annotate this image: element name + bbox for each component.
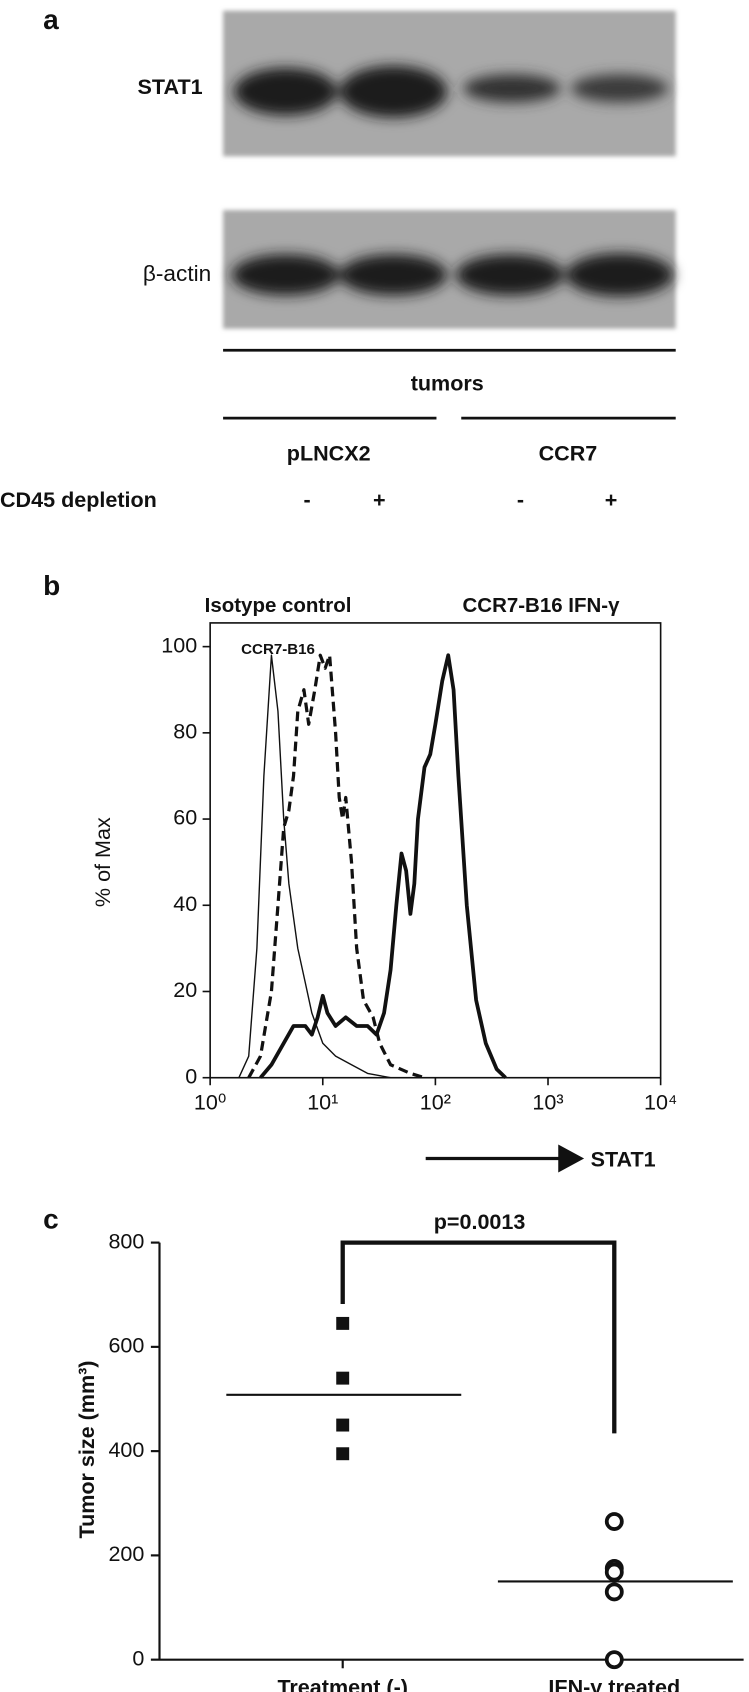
annotation: Isotype control [205,594,352,617]
data-point [336,1371,350,1385]
annotation: CCR7-B16 IFN-γ [463,594,621,617]
panel-label: c [43,1203,59,1234]
actin-bands [231,253,674,297]
y-tick-label: 60 [173,805,197,830]
histogram-line [259,653,507,1080]
data-point [604,1562,624,1582]
y-tick-label: 800 [108,1228,144,1253]
data-point [604,1512,624,1531]
stat1-bands [233,65,669,118]
x-axis-label: STAT1 [591,1146,656,1171]
y-tick-label: 0 [185,1063,197,1088]
y-tick-label: 0 [132,1645,144,1670]
data-point [604,1582,624,1602]
data-point [336,1418,350,1432]
y-tick-label: 40 [173,891,197,916]
condition-label: CD45 depletion [0,487,157,512]
y-tick-label: 100 [161,632,197,657]
y-tick-label: 600 [108,1333,144,1358]
condition: + [605,487,618,512]
x-tick-label: 10² [420,1089,451,1114]
x-tick-label: Treatment (-) [277,1674,408,1692]
x-tick-label: 10³ [532,1089,563,1114]
y-tick-label: 200 [108,1541,144,1566]
x-tick-label: 10⁰ [194,1089,227,1114]
subgroup-label: CCR7 [539,440,598,465]
significance-bracket [340,1240,617,1434]
x-tick-label: 10¹ [307,1089,338,1114]
row-label: β-actin [143,261,211,286]
y-axis-label: % of Max [90,817,115,907]
annotation: p=0.0013 [434,1209,526,1234]
plot-frame [209,622,662,1079]
histogram-line [238,654,391,1079]
data-point [336,1316,350,1330]
panel-label: b [43,570,60,601]
histogram-line [247,653,425,1080]
arrow-head [558,1144,585,1173]
panel-label: a [43,4,59,35]
condition: - [304,487,311,512]
y-tick-label: 80 [173,719,197,744]
row-label: STAT1 [138,74,203,99]
y-tick-label: 20 [173,977,197,1002]
data-point [604,1650,624,1670]
condition: - [517,487,524,512]
data-point [336,1447,350,1461]
group-label: tumors [411,370,484,395]
x-tick-label: IFN-γ treated [548,1674,680,1692]
annotation: CCR7-B16 [241,641,315,658]
x-tick-label: 10⁴ [644,1089,677,1114]
subgroup-label: pLNCX2 [287,440,371,465]
condition: + [373,487,386,512]
y-tick-label: 400 [108,1437,144,1462]
y-axis-label: Tumor size (mm³) [74,1361,99,1539]
